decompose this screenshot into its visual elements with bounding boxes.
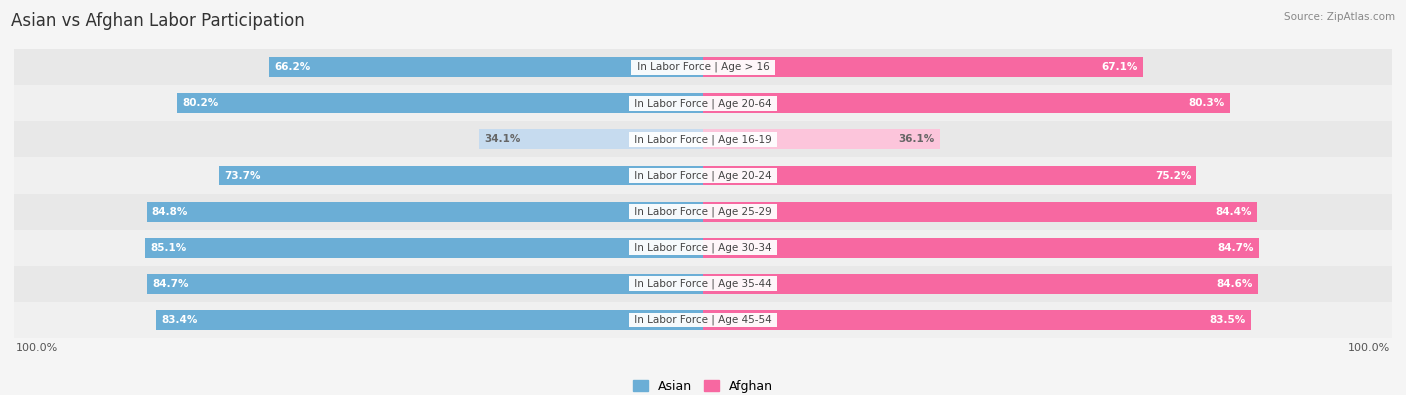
- Legend: Asian, Afghan: Asian, Afghan: [627, 375, 779, 395]
- Text: 85.1%: 85.1%: [150, 243, 186, 253]
- Bar: [703, 130, 939, 149]
- Text: In Labor Force | Age 20-24: In Labor Force | Age 20-24: [631, 170, 775, 181]
- Text: In Labor Force | Age 16-19: In Labor Force | Age 16-19: [631, 134, 775, 145]
- Text: 80.2%: 80.2%: [181, 98, 218, 108]
- Text: 36.1%: 36.1%: [898, 134, 935, 145]
- Text: 67.1%: 67.1%: [1102, 62, 1137, 72]
- Text: 84.7%: 84.7%: [152, 279, 188, 289]
- Text: 84.4%: 84.4%: [1215, 207, 1251, 216]
- Text: 66.2%: 66.2%: [274, 62, 311, 72]
- Bar: [177, 93, 703, 113]
- Bar: [14, 194, 1392, 229]
- Bar: [14, 266, 1392, 302]
- Bar: [14, 302, 1392, 338]
- Bar: [479, 130, 703, 149]
- Bar: [703, 310, 1251, 330]
- Bar: [703, 166, 1197, 185]
- Text: In Labor Force | Age 20-64: In Labor Force | Age 20-64: [631, 98, 775, 109]
- Text: 83.5%: 83.5%: [1209, 315, 1246, 325]
- Text: 75.2%: 75.2%: [1154, 171, 1191, 181]
- Bar: [156, 310, 703, 330]
- Text: In Labor Force | Age 30-34: In Labor Force | Age 30-34: [631, 243, 775, 253]
- Text: 100.0%: 100.0%: [15, 342, 58, 353]
- Text: 83.4%: 83.4%: [162, 315, 197, 325]
- Text: 84.6%: 84.6%: [1216, 279, 1253, 289]
- Bar: [219, 166, 703, 185]
- Bar: [703, 274, 1258, 294]
- Text: Asian vs Afghan Labor Participation: Asian vs Afghan Labor Participation: [11, 12, 305, 30]
- Bar: [269, 57, 703, 77]
- Text: In Labor Force | Age 45-54: In Labor Force | Age 45-54: [631, 314, 775, 325]
- Text: In Labor Force | Age > 16: In Labor Force | Age > 16: [634, 62, 772, 73]
- Bar: [14, 85, 1392, 121]
- Bar: [703, 93, 1230, 113]
- Text: 80.3%: 80.3%: [1188, 98, 1225, 108]
- Bar: [148, 274, 703, 294]
- Bar: [14, 121, 1392, 158]
- Bar: [14, 158, 1392, 194]
- Bar: [14, 49, 1392, 85]
- Text: In Labor Force | Age 35-44: In Labor Force | Age 35-44: [631, 278, 775, 289]
- Bar: [145, 238, 703, 258]
- Bar: [703, 238, 1258, 258]
- Text: 73.7%: 73.7%: [225, 171, 262, 181]
- Bar: [146, 202, 703, 222]
- Text: 100.0%: 100.0%: [1348, 342, 1391, 353]
- Text: 84.7%: 84.7%: [1218, 243, 1254, 253]
- Text: 34.1%: 34.1%: [485, 134, 520, 145]
- Text: 84.8%: 84.8%: [152, 207, 188, 216]
- Text: Source: ZipAtlas.com: Source: ZipAtlas.com: [1284, 12, 1395, 22]
- Bar: [703, 57, 1143, 77]
- Text: In Labor Force | Age 25-29: In Labor Force | Age 25-29: [631, 206, 775, 217]
- Bar: [14, 229, 1392, 266]
- Bar: [703, 202, 1257, 222]
